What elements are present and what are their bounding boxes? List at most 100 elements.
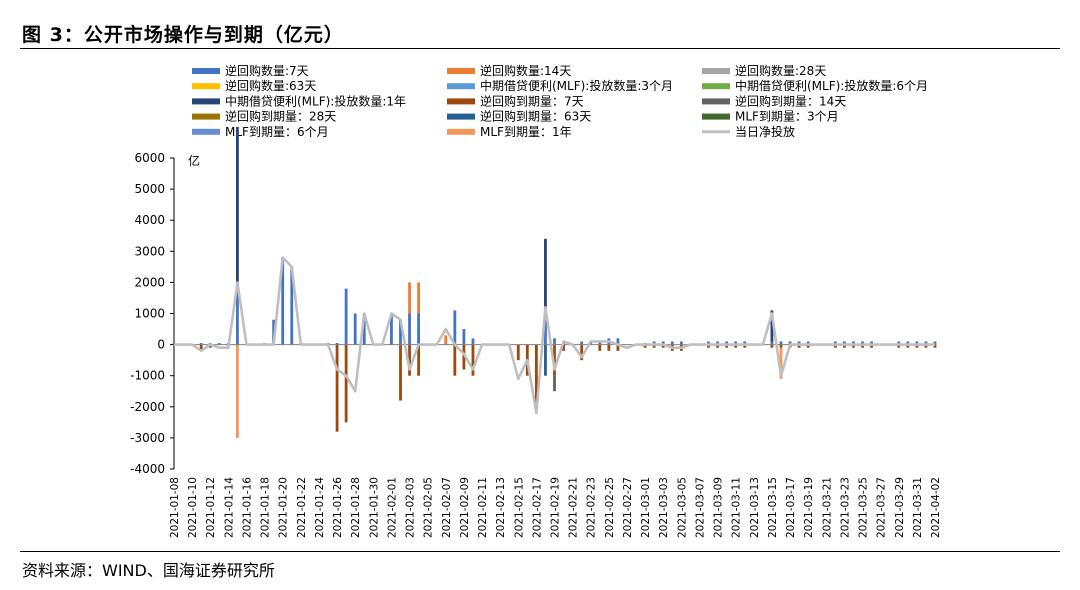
- x-tick-label: 2021-02-13: [495, 477, 507, 538]
- bar-MLF到期量-1年: [236, 344, 239, 438]
- legend-当日净投放-label: 当日净投放: [735, 124, 795, 139]
- x-tick-label: 2021-01-10: [187, 477, 199, 538]
- bar-逆回购数量-7天: [797, 341, 801, 345]
- bar-逆回购到期量-7天: [725, 344, 729, 348]
- bar-逆回购到期量-7天: [906, 344, 910, 348]
- x-tick-label: 2021-03-23: [839, 477, 851, 538]
- bar-逆回购数量-7天: [897, 341, 901, 345]
- bar-逆回购数量-7天: [843, 341, 846, 345]
- bar-逆回购到期量-7天: [779, 344, 783, 348]
- bar-逆回购数量-7天: [616, 338, 620, 345]
- x-tick-label: 2021-01-08: [169, 477, 181, 538]
- y-axis-unit-label: 亿: [188, 153, 200, 168]
- bar-逆回购到期量-7天: [344, 344, 348, 423]
- net-injection-line: [174, 256, 935, 415]
- bar-逆回购数量-7天: [870, 341, 873, 345]
- legend-逆回购到期量-7天-swatch: [447, 98, 475, 105]
- x-tick-label: 2021-02-25: [604, 477, 616, 538]
- x-tick-label: 2021-03-31: [912, 477, 924, 538]
- y-tick-label: 3000: [134, 244, 165, 258]
- source-note: 资料来源：WIND、国海证券研究所: [22, 561, 275, 580]
- x-tick-label: 2021-01-12: [205, 477, 217, 538]
- legend-中期借贷便利-MLF-投放数量-1年-label: 中期借贷便利(MLF):投放数量:1年: [225, 93, 406, 108]
- bar-逆回购到期量-7天: [716, 344, 719, 348]
- legend-中期借贷便利-MLF-投放数量-3个月-label: 中期借贷便利(MLF):投放数量:3个月: [480, 78, 673, 93]
- bar-逆回购数量-7天: [462, 329, 466, 345]
- bar-逆回购到期量-7天: [534, 344, 538, 407]
- bar-逆回购数量-14天: [417, 282, 421, 314]
- x-tick-label: 2021-03-01: [640, 477, 652, 538]
- legend-逆回购到期量-63天-swatch: [447, 113, 475, 120]
- legend-逆回购数量-14天-label: 逆回购数量:14天: [480, 63, 571, 78]
- bar-逆回购到期量-7天: [598, 344, 602, 351]
- bar-逆回购数量-7天: [236, 282, 239, 345]
- bar-逆回购到期量-7天: [643, 344, 647, 348]
- bar-逆回购数量-7天: [779, 341, 783, 345]
- x-tick-label: 2021-02-03: [405, 477, 417, 538]
- legend-逆回购到期量-28天-label: 逆回购到期量：28天: [225, 109, 336, 124]
- legend-中期借贷便利-MLF-投放数量-6个月-label: 中期借贷便利(MLF):投放数量:6个月: [735, 78, 928, 93]
- bar-逆回购数量-7天: [544, 307, 547, 345]
- bar-逆回购到期量-7天: [734, 344, 738, 348]
- x-tick-label: 2021-01-16: [241, 477, 253, 538]
- x-tick-label: 2021-01-22: [296, 477, 308, 538]
- bar-逆回购到期量-7天: [607, 344, 611, 351]
- legend-逆回购数量-63天-label: 逆回购数量:63天: [225, 78, 316, 93]
- x-tick-label: 2021-03-21: [821, 477, 833, 538]
- bar-中期借贷便利-MLF-投放数量-1年: [236, 126, 239, 283]
- bar-逆回购数量-7天: [471, 338, 475, 345]
- bar-逆回购到期量-7天: [870, 344, 873, 348]
- bar-逆回购到期量-14天: [553, 375, 556, 392]
- y-tick-label: 0: [157, 338, 165, 352]
- bar-逆回购到期量-7天: [797, 344, 801, 348]
- bar-逆回购数量-7天: [553, 338, 556, 345]
- x-axis: 2021-01-08 2021-01-10 2021-01-12 2021-01-14…: [169, 477, 942, 538]
- series-line-当日净投放: [174, 256, 935, 415]
- bar-逆回购到期量-7天: [417, 344, 421, 376]
- bar-MLF到期量-1年: [779, 347, 783, 379]
- bar-逆回购到期量-7天: [806, 344, 810, 348]
- x-tick-label: 2021-01-30: [368, 477, 380, 538]
- x-tick-label: 2021-03-29: [894, 477, 906, 538]
- bar-逆回购数量-7天: [598, 341, 602, 345]
- top-rule: [20, 48, 1060, 49]
- bar-逆回购数量-7天: [290, 266, 294, 345]
- legend-逆回购数量-63天-swatch: [192, 83, 220, 90]
- legend-中期借贷便利-MLF-投放数量-6个月-swatch: [702, 83, 730, 90]
- bar-逆回购到期量-7天: [516, 344, 520, 361]
- x-tick-label: 2021-03-03: [658, 477, 670, 538]
- x-tick-label: 2021-03-25: [858, 477, 870, 538]
- legend-逆回购数量-28天-label: 逆回购数量:28天: [735, 63, 826, 78]
- legend-逆回购到期量-7天-label: 逆回购到期量：7天: [480, 93, 584, 108]
- bar-逆回购到期量-7天: [199, 344, 203, 351]
- x-tick-label: 2021-02-01: [386, 477, 398, 538]
- figure-title: 图 3：公开市场操作与到期（亿元）: [22, 24, 344, 46]
- bar-逆回购到期量-7天: [861, 344, 864, 348]
- legend-逆回购到期量-14天-swatch: [702, 98, 730, 105]
- legend-逆回购到期量-28天-swatch: [192, 113, 220, 120]
- legend-MLF到期量-6个月-swatch: [192, 128, 220, 135]
- x-tick-label: 2021-01-28: [350, 477, 362, 538]
- x-tick-label: 2021-03-19: [803, 477, 815, 538]
- legend-MLF到期量-6个月-label: MLF到期量：6个月: [225, 125, 329, 139]
- x-tick-label: 2021-02-27: [622, 477, 634, 538]
- legend-逆回购数量-7天-swatch: [192, 68, 220, 74]
- bar-逆回购到期量-7天: [616, 344, 620, 351]
- bar-逆回购数量-7天: [661, 341, 665, 345]
- x-tick-label: 2021-01-14: [223, 477, 235, 538]
- bar-逆回购数量-7天: [906, 341, 910, 345]
- x-tick-label: 2021-03-11: [731, 477, 743, 538]
- bar-逆回购到期量-7天: [897, 344, 901, 348]
- bar-逆回购数量-7天: [833, 341, 837, 345]
- bar-逆回购数量-7天: [417, 313, 421, 345]
- bar-逆回购到期量-7天: [652, 344, 656, 348]
- bottom-rule: [20, 551, 1060, 552]
- bar-逆回购数量-7天: [670, 341, 674, 345]
- legend-中期借贷便利-MLF-投放数量-1年-swatch: [192, 98, 220, 105]
- bar-逆回购到期量-7天: [399, 344, 402, 401]
- bar-逆回购数量-7天: [707, 341, 710, 345]
- bar-逆回购到期量-7天: [743, 344, 747, 348]
- bar-逆回购到期量-7天: [553, 344, 556, 376]
